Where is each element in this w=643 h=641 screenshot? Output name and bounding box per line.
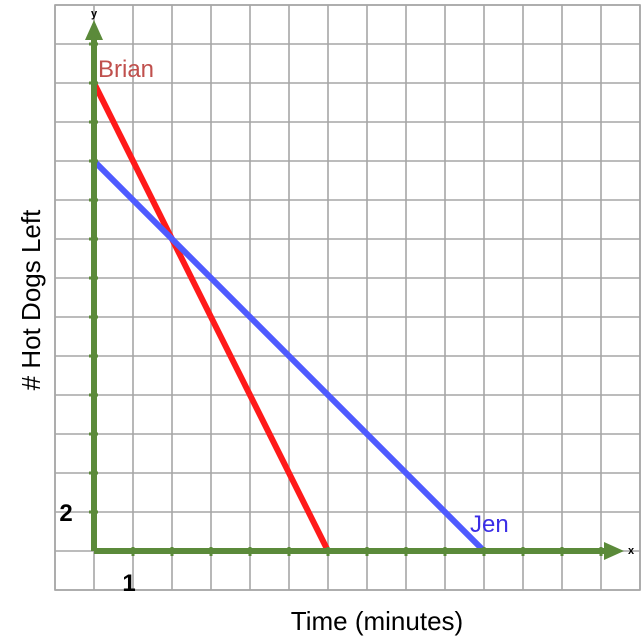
series-label-brian: Brian: [98, 56, 154, 83]
y-axis-title: # Hot Dogs Left: [16, 209, 46, 390]
series-label-jen: Jen: [470, 511, 509, 538]
x-axis-letter: x: [628, 545, 635, 557]
y-tick-label: 2: [59, 500, 72, 527]
grid: [54, 4, 641, 591]
series-lines: [91, 81, 487, 554]
x-axis-arrow: [604, 542, 624, 560]
axes: [85, 20, 624, 560]
series-line-jen: [91, 158, 487, 554]
grid-border: [54, 4, 641, 591]
x-axis-title: Time (minutes): [291, 606, 463, 636]
y-axis-letter: y: [91, 8, 98, 20]
x-tick-label: 1: [122, 570, 135, 597]
y-axis-arrow: [85, 20, 103, 40]
series-line-brian: [91, 81, 331, 553]
